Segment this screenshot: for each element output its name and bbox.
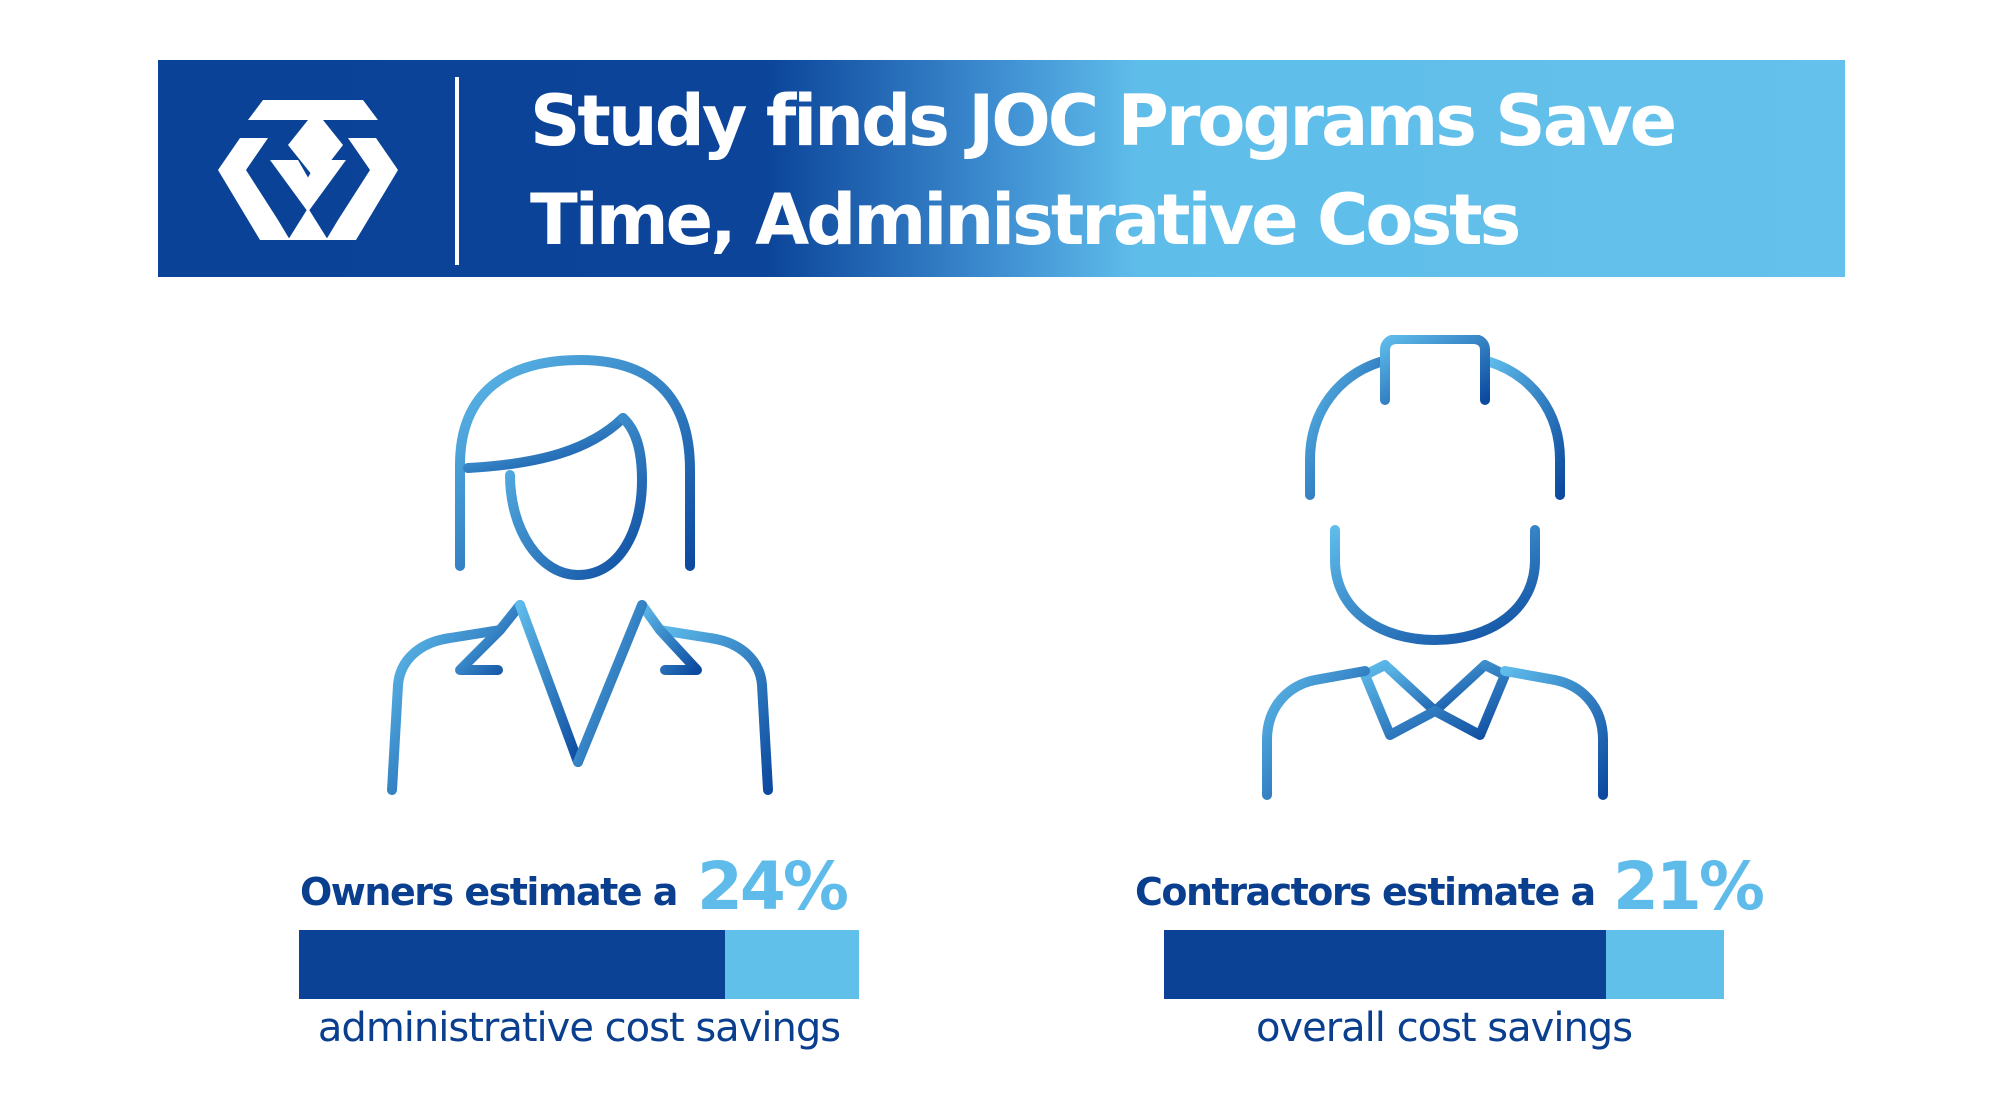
- owners-caption: administrative cost savings: [317, 1005, 841, 1051]
- joc-logo-icon: [218, 100, 398, 240]
- contractors-caption: overall cost savings: [1255, 1005, 1633, 1051]
- owners-percent: 24%: [697, 848, 849, 925]
- page-title: Study finds JOC Programs Save Time, Admi…: [530, 72, 1820, 270]
- owners-savings-bar: [299, 930, 859, 999]
- banner-divider: [455, 77, 459, 265]
- owners-savings-bar-fill: [299, 930, 725, 999]
- header-banner: Study finds JOC Programs Save Time, Admi…: [158, 60, 1845, 277]
- contractors-savings-bar: [1164, 930, 1724, 999]
- owners-headline: Owners estimate a: [300, 870, 678, 914]
- contractors-percent: 21%: [1613, 848, 1765, 925]
- title-line-2: Time, Administrative Costs: [530, 179, 1521, 261]
- businesswoman-icon: [387, 355, 773, 795]
- title-line-1: Study finds JOC Programs Save: [530, 80, 1677, 162]
- construction-worker-icon: [1262, 335, 1608, 800]
- contractors-headline: Contractors estimate a: [1135, 870, 1596, 914]
- contractors-savings-bar-fill: [1164, 930, 1607, 999]
